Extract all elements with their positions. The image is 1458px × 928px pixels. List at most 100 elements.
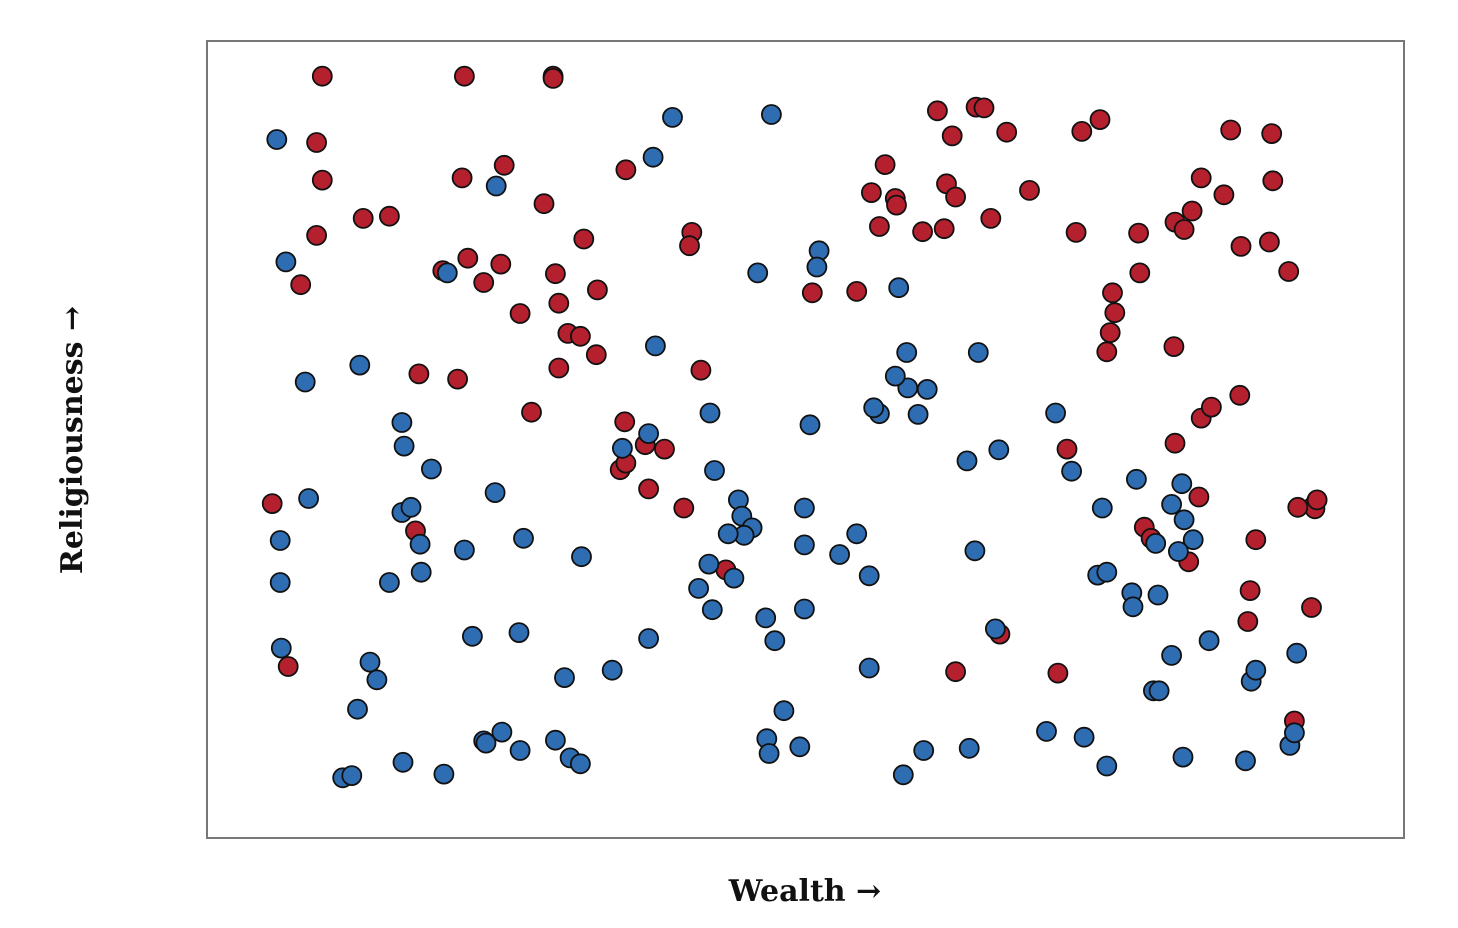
red-data-point <box>521 401 542 423</box>
red-data-point <box>509 303 531 324</box>
red-data-point <box>846 280 868 302</box>
red-data-point <box>1201 396 1222 418</box>
blue-data-point <box>1122 596 1144 618</box>
blue-data-point <box>270 637 292 659</box>
red-data-point <box>1173 219 1195 240</box>
blue-data-point <box>985 618 1006 640</box>
red-data-point <box>1287 496 1309 518</box>
blue-data-point <box>410 561 432 583</box>
red-data-point <box>1230 235 1252 257</box>
blue-data-point <box>266 129 288 150</box>
red-data-point <box>1220 119 1242 141</box>
red-data-point <box>1129 262 1151 284</box>
blue-data-point <box>1036 721 1057 742</box>
blue-data-point <box>956 450 978 472</box>
blue-data-point <box>391 412 413 433</box>
blue-data-point <box>275 251 297 273</box>
red-data-point <box>290 274 312 296</box>
blue-data-point <box>392 751 414 773</box>
red-data-point <box>1099 322 1121 344</box>
red-data-point <box>927 100 948 122</box>
blue-data-point <box>1171 473 1193 495</box>
red-data-point <box>945 661 966 683</box>
blue-data-point <box>723 567 745 589</box>
red-data-point <box>941 125 963 147</box>
blue-data-point <box>794 497 815 519</box>
red-data-point <box>585 344 607 366</box>
red-data-point <box>306 224 328 246</box>
red-data-point <box>1065 221 1087 243</box>
blue-data-point <box>884 365 906 387</box>
blue-data-point <box>755 607 777 629</box>
blue-data-point <box>1284 722 1305 744</box>
blue-data-point <box>1161 645 1182 666</box>
blue-data-point <box>789 736 811 758</box>
blue-data-point <box>1173 509 1195 531</box>
red-data-point <box>869 216 890 237</box>
red-data-point <box>1229 384 1251 406</box>
red-data-point <box>801 282 823 304</box>
red-data-point <box>457 247 479 269</box>
red-data-point <box>1181 200 1203 222</box>
red-data-point <box>451 167 473 189</box>
blue-data-point <box>409 533 431 555</box>
red-data-point <box>1056 438 1078 460</box>
red-data-point <box>654 438 675 460</box>
blue-data-point <box>1073 726 1095 748</box>
blue-data-point <box>761 104 782 125</box>
blue-data-point <box>400 496 422 518</box>
red-data-point <box>615 159 637 181</box>
red-data-point <box>570 325 591 347</box>
red-data-point <box>311 65 333 87</box>
blue-data-point <box>341 765 363 786</box>
blue-data-point <box>601 659 623 681</box>
blue-data-point <box>366 669 388 691</box>
blue-data-point <box>1245 659 1267 681</box>
red-data-point <box>277 656 299 677</box>
blue-data-point <box>1161 493 1182 515</box>
blue-data-point <box>294 371 316 393</box>
red-data-point <box>1102 282 1123 304</box>
blue-data-point <box>545 729 566 751</box>
blue-data-point <box>764 630 786 652</box>
red-data-point <box>1262 170 1284 192</box>
red-data-point <box>453 65 475 87</box>
red-data-point <box>638 478 659 500</box>
red-data-point <box>1047 662 1069 684</box>
red-data-point <box>1071 120 1093 142</box>
blue-data-point <box>958 737 980 759</box>
red-data-point <box>980 207 1002 229</box>
blue-data-point <box>1286 642 1308 664</box>
blue-data-point <box>846 523 868 545</box>
blue-data-point <box>701 599 723 621</box>
x-axis-label: Wealth → <box>728 874 881 909</box>
blue-data-point <box>662 107 683 128</box>
red-data-point <box>306 132 328 153</box>
blue-data-point <box>699 402 721 424</box>
blue-data-point <box>269 530 291 551</box>
blue-data-point <box>461 625 483 647</box>
blue-data-point <box>1096 561 1118 583</box>
blue-data-point <box>484 482 506 504</box>
red-data-point <box>473 272 495 293</box>
blue-data-point <box>1182 529 1204 551</box>
blue-data-point <box>758 743 780 764</box>
red-data-point <box>548 292 570 314</box>
red-data-point <box>973 97 995 119</box>
red-data-point <box>690 359 712 381</box>
blue-data-point <box>436 262 458 284</box>
red-data-point <box>1259 231 1280 253</box>
red-data-point <box>996 121 1018 143</box>
blue-data-point <box>688 578 709 599</box>
blue-data-point <box>420 458 442 480</box>
blue-data-point <box>349 354 371 376</box>
red-data-point <box>945 186 966 208</box>
blue-data-point <box>964 540 986 562</box>
red-data-point <box>542 68 564 89</box>
red-data-point <box>673 497 695 519</box>
blue-data-point <box>892 764 914 786</box>
blue-data-point <box>347 698 368 720</box>
blue-data-point <box>642 146 664 168</box>
blue-data-point <box>794 598 815 620</box>
